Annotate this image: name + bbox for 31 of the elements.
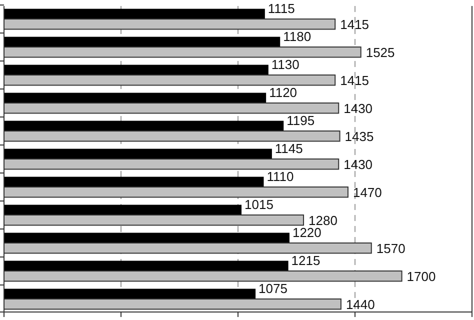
data-label: 1015	[244, 196, 274, 212]
bar	[4, 176, 264, 187]
bar	[4, 148, 272, 159]
bar	[4, 8, 265, 20]
data-label: 1130	[271, 56, 300, 72]
data-label: 1470	[352, 185, 382, 200]
data-label: 1115	[268, 0, 295, 16]
data-label: 1110	[266, 168, 294, 184]
data-label: 1415	[340, 17, 370, 32]
bar	[4, 92, 266, 104]
data-label: 1700	[406, 269, 436, 284]
data-label: 1430	[344, 101, 373, 116]
data-label: 1075	[258, 280, 288, 296]
data-label: 1120	[269, 84, 298, 100]
data-label: 1570	[376, 241, 406, 256]
bar	[4, 204, 242, 215]
data-label: 1525	[366, 45, 395, 60]
bar	[4, 120, 284, 132]
data-label: 1415	[340, 73, 370, 88]
data-label: 1145	[274, 140, 303, 156]
data-label: 1180	[283, 28, 312, 44]
bar	[4, 64, 268, 76]
data-label: 1215	[291, 252, 320, 268]
bar	[4, 288, 256, 299]
data-label: 1435	[344, 129, 374, 144]
data-label: 1195	[286, 112, 315, 128]
bar	[4, 232, 290, 243]
bar	[4, 36, 280, 48]
bar	[4, 260, 288, 271]
data-label: 1430	[344, 157, 373, 172]
data-label: 1440	[346, 297, 375, 312]
